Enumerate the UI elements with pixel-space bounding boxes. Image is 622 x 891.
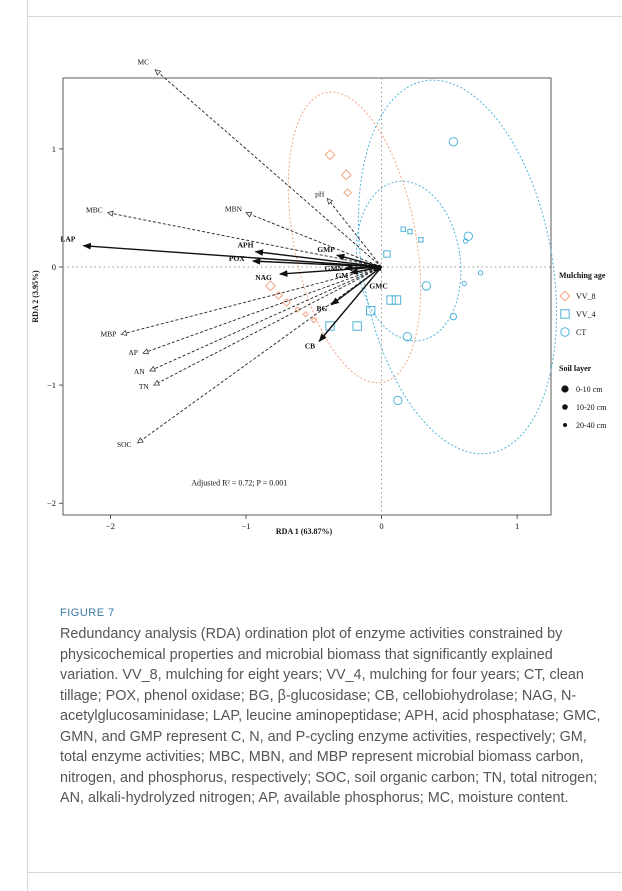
legend-marker-vv4: [560, 309, 570, 319]
y-tick-label: −1: [47, 380, 56, 390]
legend-marker-vv8: [559, 290, 571, 302]
enzyme-vector-label: GMP: [317, 245, 335, 254]
data-point-vv4: [325, 321, 335, 331]
enzyme-vector-cb: [318, 266, 383, 343]
data-point-ct: [463, 231, 474, 241]
y-tick-label: 1: [52, 144, 56, 154]
data-point-vv8: [343, 188, 353, 197]
data-point-vv4: [383, 250, 391, 258]
data-point-ct: [449, 312, 458, 321]
data-point-vv8: [264, 280, 276, 292]
data-point-ct: [421, 281, 431, 291]
x-tick-label: 1: [515, 521, 519, 531]
legend-marker-ct: [560, 327, 570, 337]
enzyme-vector-lap: [82, 242, 382, 268]
figure-caption: Redundancy analysis (RDA) ordination plo…: [60, 626, 601, 806]
legend-title-soil-layer: Soil layer: [559, 364, 592, 373]
enzyme-vector-aph: [254, 249, 382, 268]
x-tick-label: −2: [106, 521, 115, 531]
env-vector-tn: [154, 266, 382, 386]
legend-label: VV_4: [576, 310, 596, 319]
legend-label: 20-40 cm: [576, 421, 607, 430]
data-point-vv8: [302, 310, 309, 318]
top-divider: [27, 16, 622, 17]
env-vector-label: MBC: [86, 206, 103, 215]
enzyme-vector-bg: [330, 266, 382, 306]
env-vector-label: MC: [138, 58, 150, 67]
rda-plot: −2 −1 0 1 1 0 −1 −2 RDA 1 (63.87%) RDA 2 (3.95%) M…: [31, 58, 607, 536]
data-point-vv4: [386, 295, 396, 305]
data-point-ct: [462, 238, 469, 244]
x-tick-label: −1: [241, 521, 250, 531]
confidence-ellipse-ct: [357, 79, 558, 455]
stat-annotation: Adjusted R² = 0.72; P = 0.001: [191, 478, 287, 487]
env-vector-mc: [155, 70, 382, 268]
y-axis-title: RDA 2 (3.95%): [31, 270, 40, 323]
env-vector-mbn: [246, 213, 382, 268]
enzyme-vector-label: GMN: [325, 264, 344, 273]
env-vector-an: [150, 266, 382, 371]
data-point-vv4: [366, 305, 376, 316]
enzyme-vector-label: GMC: [369, 282, 387, 291]
plot-area-frame: [62, 77, 552, 516]
legend-dot-soil-layer: [562, 404, 568, 410]
data-point-vv4: [400, 226, 406, 232]
env-vector-ap: [143, 266, 382, 353]
enzyme-vector-label: NAG: [255, 273, 272, 282]
enzyme-vector-pox: [251, 258, 382, 268]
env-vector-mbc: [108, 213, 382, 268]
figure-label: FIGURE 7: [60, 607, 115, 619]
figure-frame: [27, 0, 622, 891]
confidence-ellipse-vv8: [287, 91, 422, 384]
data-point-vv8: [340, 169, 352, 181]
env-vector-label: AN: [134, 367, 145, 376]
env-vector-label: pH: [315, 189, 325, 198]
env-vector-label: SOC: [117, 440, 132, 449]
env-vector-label: AP: [128, 348, 138, 357]
bottom-divider: [27, 872, 622, 873]
data-point-ct: [402, 331, 413, 342]
env-vector-label: TN: [139, 382, 150, 391]
enzyme-vector-label: BG: [317, 304, 328, 313]
data-point-vv8: [274, 290, 283, 300]
legend-title-mulching: Mulching age: [559, 271, 606, 280]
data-point-vv4: [407, 228, 413, 235]
legend-label: 10-20 cm: [576, 403, 607, 412]
env-vector-label: MBP: [100, 329, 116, 338]
data-point-vv8: [282, 298, 292, 307]
legend-dot-soil-layer: [561, 385, 569, 393]
legend-label: VV_8: [576, 292, 596, 301]
x-tick-label: 0: [379, 521, 383, 531]
data-point-ct: [461, 280, 467, 287]
y-tick-label: −2: [47, 498, 56, 508]
enzyme-vector-label: LAP: [60, 235, 75, 244]
data-point-vv8: [310, 316, 318, 324]
env-vector-ph: [327, 198, 382, 268]
data-point-ct: [448, 137, 459, 147]
data-point-vv4: [418, 237, 424, 243]
data-point-vv4: [352, 321, 362, 331]
data-point-ct: [393, 395, 403, 406]
data-point-vv8: [294, 306, 301, 313]
legend-dot-soil-layer: [563, 423, 567, 427]
enzyme-vector-label: APH: [238, 241, 254, 250]
legend-label: 0-10 cm: [576, 385, 603, 394]
data-point-vv4: [391, 295, 402, 305]
enzyme-vector-label: POX: [229, 254, 245, 263]
env-vector-soc: [138, 266, 382, 443]
enzyme-vector-label: GM: [335, 271, 348, 280]
data-point-vv8: [324, 149, 336, 161]
enzyme-vector-label: CB: [305, 341, 315, 350]
env-vector-label: MBN: [225, 205, 243, 214]
x-axis-title: RDA 1 (63.87%): [276, 527, 333, 536]
legend-label: CT: [576, 328, 586, 337]
data-point-ct: [477, 270, 484, 276]
y-tick-label: 0: [52, 262, 56, 272]
